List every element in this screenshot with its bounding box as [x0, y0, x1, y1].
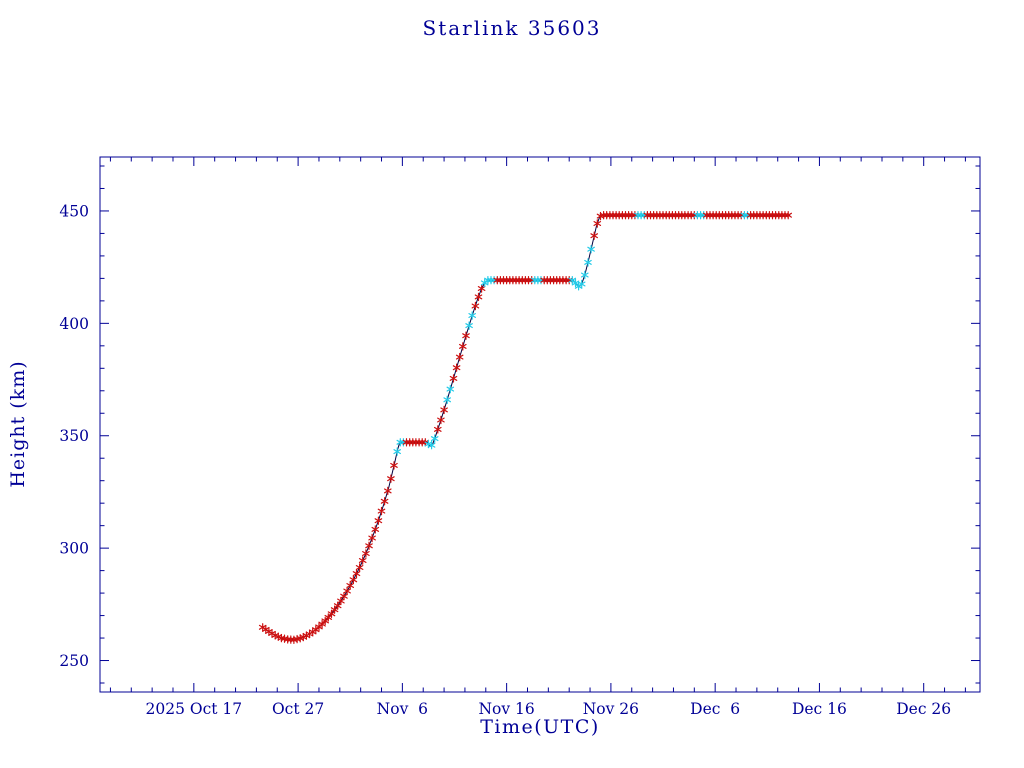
data-marker — [352, 569, 361, 578]
data-marker — [452, 363, 461, 372]
y-tick-label: 250 — [59, 652, 89, 670]
plot-frame — [99, 156, 981, 693]
data-marker — [462, 331, 470, 340]
data-marker — [318, 619, 326, 629]
data-marker — [784, 211, 792, 220]
data-marker — [584, 258, 592, 267]
data-marker — [568, 276, 577, 285]
y-tick-label: 350 — [59, 427, 89, 445]
data-marker — [393, 447, 401, 456]
data-marker — [437, 415, 445, 425]
data-marker — [380, 497, 389, 506]
data-marker — [449, 374, 458, 383]
data-marker — [387, 474, 395, 483]
data-marker — [377, 506, 386, 516]
data-marker — [343, 586, 351, 596]
data-marker — [443, 395, 451, 404]
data-marker — [368, 533, 376, 543]
data-marker — [427, 441, 436, 450]
data-marker — [587, 245, 595, 254]
data-marker — [477, 284, 486, 293]
data-marker — [571, 278, 580, 288]
data-marker — [474, 292, 483, 302]
data-marker — [471, 301, 480, 311]
x-tick-label: Nov 6 — [377, 700, 428, 718]
data-marker — [430, 434, 439, 443]
x-tick-label: 2025 Oct 17 — [146, 700, 243, 718]
data-marker — [355, 563, 364, 572]
data-marker — [455, 352, 464, 362]
data-marker — [390, 461, 398, 470]
data-marker — [434, 425, 442, 434]
x-tick-label: Dec 26 — [896, 700, 951, 718]
data-marker — [459, 342, 467, 351]
data-marker — [362, 549, 370, 558]
data-marker — [577, 279, 586, 289]
data-marker — [349, 575, 358, 584]
data-marker — [315, 622, 323, 632]
data-marker — [346, 581, 354, 590]
data-marker — [321, 616, 329, 626]
data-marker — [340, 592, 348, 601]
chart-title: Starlink 35603 — [422, 16, 602, 40]
x-axis-label: Time(UTC) — [480, 716, 600, 738]
x-tick-label: Nov 26 — [583, 700, 639, 718]
data-marker — [384, 486, 392, 496]
data-marker — [365, 541, 373, 550]
data-marker — [446, 384, 455, 394]
y-tick-label: 450 — [59, 202, 89, 220]
data-marker — [480, 278, 489, 288]
data-marker — [440, 405, 448, 415]
data-marker — [312, 625, 320, 634]
x-tick-label: Nov 16 — [478, 700, 534, 718]
data-marker — [374, 516, 383, 525]
data-marker — [324, 613, 333, 622]
x-tick-label: Dec 6 — [690, 700, 740, 718]
data-marker — [358, 556, 367, 565]
data-marker — [371, 525, 380, 534]
y-tick-label: 300 — [59, 540, 89, 558]
data-marker — [581, 270, 589, 280]
data-marker — [465, 321, 473, 330]
data-marker — [593, 219, 602, 228]
y-tick-label: 400 — [59, 315, 89, 333]
x-tick-label: Oct 27 — [272, 700, 324, 718]
data-marker — [468, 311, 476, 320]
x-tick-label: Dec 16 — [792, 700, 847, 718]
data-marker — [590, 231, 598, 240]
